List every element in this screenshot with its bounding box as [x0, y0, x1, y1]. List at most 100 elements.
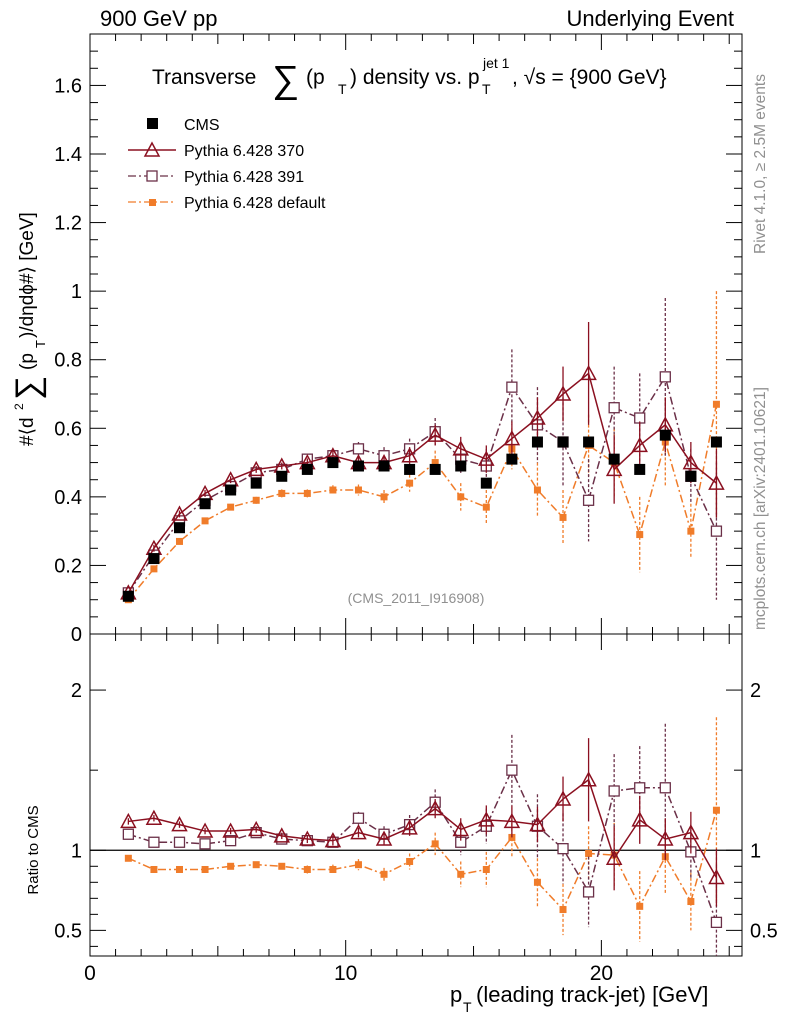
legend-label-default: Pythia 6.428 default — [184, 195, 326, 212]
main-point-cms — [276, 470, 288, 482]
main-point-370 — [401, 447, 418, 463]
ratio-point-370 — [452, 820, 470, 837]
ratio-point-391 — [557, 843, 569, 855]
ratio-point-default — [354, 861, 362, 869]
ratio-point-391 — [608, 785, 620, 797]
ratio-point-370 — [657, 830, 674, 846]
ratio-point-default — [303, 865, 311, 873]
main-point-default — [329, 486, 337, 494]
main-point-cms — [710, 436, 722, 448]
main-point-370 — [682, 453, 700, 470]
ratio-point-370 — [145, 809, 163, 825]
ratio-panel: 0 10 20 0.5 0.5 1 1 2 2 — [54, 633, 778, 985]
ratio-point-370 — [273, 827, 291, 843]
legend-marker-cms — [147, 118, 158, 129]
ratio-point-default — [431, 840, 439, 848]
ratio-point-391 — [122, 828, 135, 840]
main-point-cms — [480, 477, 492, 489]
ratio-y-tick-label-right: 0.5 — [750, 920, 778, 942]
main-point-370 — [247, 460, 265, 477]
ratio-y-tick-label-right: 1 — [750, 840, 761, 862]
observable-label: Underlying Event — [566, 6, 734, 31]
main-point-391 — [506, 381, 518, 393]
legend: CMS Pythia 6.428 370 Pythia 6.428 391 Py… — [128, 117, 326, 212]
main-point-391 — [608, 402, 620, 414]
main-point-default — [201, 517, 209, 525]
ratio-point-391 — [506, 764, 518, 776]
ratio-point-370 — [580, 771, 597, 787]
main-point-370 — [605, 460, 623, 477]
ratio-point-370 — [529, 816, 546, 832]
main-point-391 — [582, 494, 595, 506]
ratio-point-default — [636, 902, 644, 910]
ratio-point-370 — [120, 812, 137, 829]
ratio-point-default — [406, 857, 414, 865]
main-point-cms — [122, 590, 134, 602]
main-y-tick-label: 0.8 — [54, 350, 82, 372]
ratio-point-370 — [247, 820, 265, 837]
main-y-tick-label: 0 — [71, 624, 82, 646]
main-line-370 — [127, 372, 717, 594]
main-line-default — [127, 404, 718, 601]
ratio-point-default — [175, 865, 183, 873]
main-point-default — [303, 489, 311, 497]
y-axis-label: #⟨d 2 ∑ (p T )/dηdϕ#⟩ [GeV] — [9, 212, 48, 446]
ratio-point-370 — [222, 822, 239, 838]
main-point-default — [175, 537, 183, 545]
main-point-cms — [429, 463, 441, 475]
main-point-default — [482, 503, 490, 511]
ratio-point-370 — [299, 830, 316, 846]
main-panel: 0 0.2 0.4 0.6 0.8 1 1.2 1.4 1.6 — [54, 33, 743, 646]
ratio-point-391 — [148, 836, 160, 848]
ratio-point-default — [150, 865, 158, 873]
main-y-tick-label: 0.4 — [54, 487, 82, 509]
x-tick-label: 20 — [590, 962, 613, 985]
ratio-point-default — [278, 862, 286, 870]
main-point-default — [380, 493, 388, 501]
ratio-point-391 — [710, 916, 723, 929]
ratio-point-370 — [375, 830, 393, 846]
main-point-default — [559, 513, 567, 521]
ratio-point-default — [380, 870, 388, 878]
ratio-point-391 — [224, 835, 237, 847]
main-point-default — [687, 527, 695, 535]
ratio-point-default — [482, 865, 490, 873]
ratio-point-370 — [708, 868, 725, 885]
main-point-default — [227, 503, 235, 511]
main-y-tick-label: 1 — [71, 281, 82, 303]
main-point-cms — [685, 470, 697, 482]
legend-marker-default — [149, 199, 156, 206]
main-point-cms — [352, 460, 364, 472]
ratio-point-default — [457, 870, 465, 878]
main-point-default — [712, 400, 720, 408]
ratio-point-370 — [605, 849, 623, 866]
ratio-line-default — [128, 810, 718, 911]
ratio-point-370 — [350, 824, 367, 840]
main-point-370 — [478, 450, 495, 466]
main-point-370 — [503, 429, 521, 446]
ratio-point-370 — [631, 811, 648, 827]
ratio-point-370 — [554, 790, 572, 806]
main-point-default — [278, 489, 286, 497]
main-point-370 — [452, 440, 470, 456]
main-point-cms — [173, 522, 185, 534]
ratio-point-default — [559, 906, 567, 914]
main-line-391 — [127, 374, 718, 594]
main-point-cms — [404, 463, 416, 475]
ratio-point-370 — [324, 832, 342, 848]
ratio-frame — [89, 633, 743, 957]
ratio-point-default — [329, 865, 337, 873]
ratio-y-tick-label-right: 2 — [750, 680, 761, 702]
legend-label-391: Pythia 6.428 391 — [184, 169, 304, 186]
main-point-391 — [352, 443, 365, 455]
legend-label-370: Pythia 6.428 370 — [184, 143, 304, 160]
ratio-point-default — [201, 865, 209, 873]
main-point-cms — [531, 436, 543, 448]
main-point-cms — [327, 457, 339, 469]
legend-marker-370 — [143, 141, 161, 157]
main-point-cms — [250, 477, 262, 489]
ratio-point-370 — [401, 819, 418, 835]
main-point-370 — [580, 364, 597, 381]
main-point-cms — [148, 553, 160, 565]
